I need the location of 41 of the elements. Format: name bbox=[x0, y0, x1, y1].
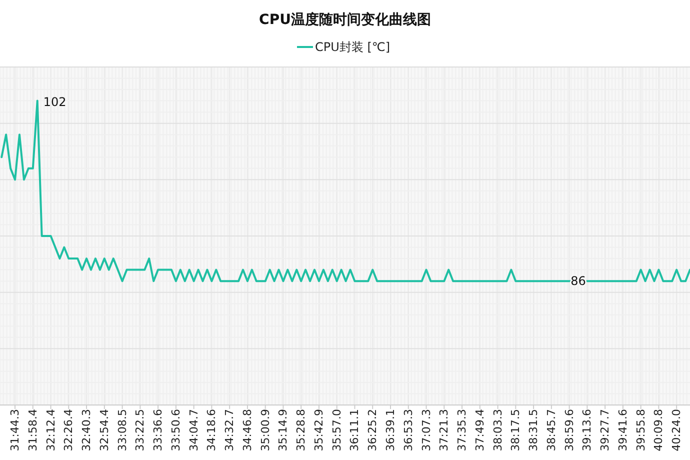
x-tick-label: 37:21.3 bbox=[438, 409, 451, 452]
x-tick-label: 38:03.3 bbox=[491, 409, 504, 452]
x-tick-label: 37:49.4 bbox=[473, 409, 486, 452]
x-tick-label: 36:25.2 bbox=[366, 409, 380, 452]
x-tick-label: 34:04.7 bbox=[187, 409, 200, 452]
x-tick-label: 37:35.3 bbox=[456, 409, 469, 452]
x-tick-label: 33:50.6 bbox=[169, 409, 182, 452]
x-tick-label: 33:22.5 bbox=[134, 409, 147, 452]
legend-label: CPU封装 [℃] bbox=[315, 40, 390, 54]
x-tick-label: 31:44.3 bbox=[8, 409, 22, 452]
x-tick-label: 38:45.7 bbox=[544, 409, 558, 452]
x-tick-label: 32:40.3 bbox=[80, 409, 94, 452]
x-tick-label: 39:13.6 bbox=[580, 409, 594, 452]
x-tick-label: 34:32.7 bbox=[223, 409, 236, 452]
x-tick-label: 32:26.4 bbox=[62, 409, 76, 452]
x-tick-label: 35:42.9 bbox=[312, 409, 326, 452]
x-tick-label: 36:53.3 bbox=[402, 409, 415, 452]
x-tick-label: 35:00.9 bbox=[258, 409, 272, 452]
x-tick-label: 40:24.0 bbox=[670, 409, 684, 452]
x-tick-label: 40:09.8 bbox=[652, 409, 666, 452]
x-tick-label: 32:54.4 bbox=[98, 409, 111, 452]
x-tick-label: 35:57.0 bbox=[330, 409, 344, 452]
x-tick-label: 38:17.5 bbox=[509, 409, 522, 452]
x-tick-label: 33:08.5 bbox=[116, 409, 129, 452]
x-tick-label: 38:59.6 bbox=[562, 409, 576, 452]
x-tick-label: 35:28.8 bbox=[294, 409, 308, 452]
x-tick-label: 39:41.6 bbox=[616, 409, 630, 452]
x-tick-label: 36:39.1 bbox=[384, 409, 397, 452]
x-tick-label: 33:36.6 bbox=[152, 409, 165, 452]
x-tick-label: 36:11.1 bbox=[348, 409, 362, 452]
x-tick-label: 34:46.8 bbox=[240, 409, 254, 452]
x-tick-label: 34:18.6 bbox=[205, 409, 218, 452]
x-tick-label: 35:14.9 bbox=[276, 409, 290, 452]
chart-title: CPU温度随时间变化曲线图 bbox=[259, 11, 431, 28]
x-tick-label: 32:12.4 bbox=[44, 409, 58, 452]
x-tick-label: 38:31.5 bbox=[527, 409, 540, 452]
x-tick-label: 31:58.4 bbox=[26, 409, 40, 452]
x-tick-label: 37:07.3 bbox=[420, 409, 433, 452]
x-tick-label: 39:55.8 bbox=[634, 409, 648, 452]
data-label: 102 bbox=[43, 94, 66, 109]
x-tick-label: 39:27.7 bbox=[598, 409, 612, 452]
